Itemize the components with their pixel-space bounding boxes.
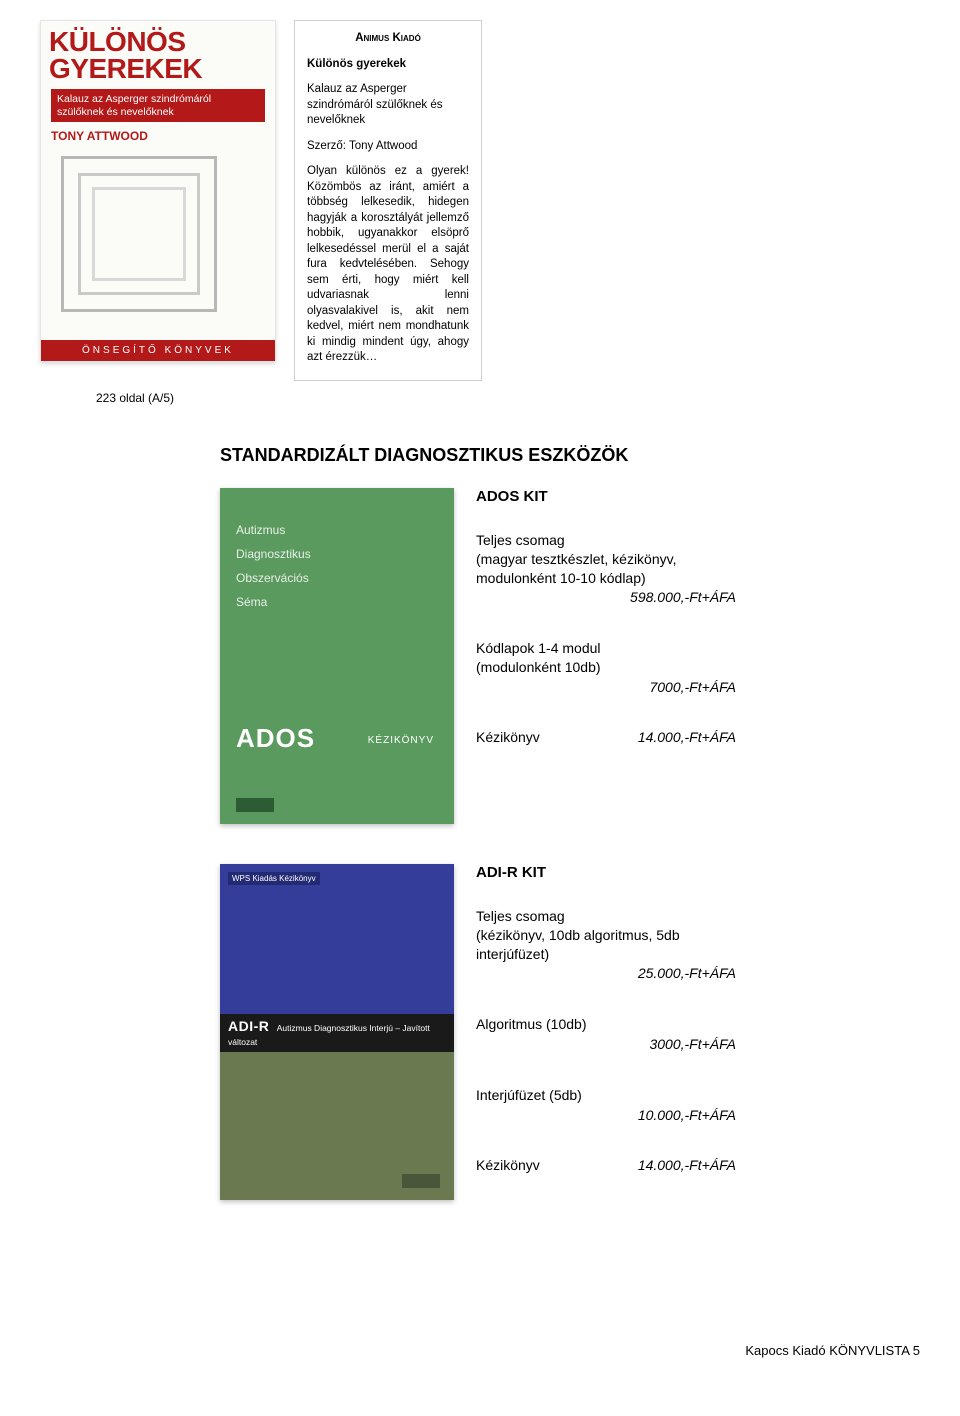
adir-cover-image: WPS Kiadás Kézikönyv ADI-R Autizmus Diag… — [220, 864, 454, 1200]
book-cover-image: KÜLÖNÖS GYEREKEK Kalauz az Asperger szin… — [40, 20, 276, 362]
book-author: Szerző: Tony Attwood — [307, 139, 469, 155]
page-count: 223 oldal (A/5) — [96, 391, 920, 405]
adir-details: ADI-R KIT Teljes csomag (kézikönyv, 10db… — [476, 864, 736, 1207]
section-title: STANDARDIZÁLT DIAGNOSZTIKUS ESZKÖZÖK — [220, 445, 920, 466]
ados-package: Teljes csomag (magyar tesztkészlet, kézi… — [476, 531, 736, 606]
adir-pkg-price: 25.000,-Ft+ÁFA — [476, 965, 736, 981]
adir-interview: Interjúfüzet (5db) 10.000,-Ft+ÁFA — [476, 1086, 736, 1123]
ados-word: Autizmus — [236, 518, 311, 542]
ados-pkg-detail: (magyar tesztkészlet, kézikönyv, modulon… — [476, 551, 676, 586]
cover-graphic — [61, 156, 217, 312]
cover-title: KÜLÖNÖS GYEREKEK — [49, 29, 267, 82]
adir-cover-title: ADI-R — [228, 1018, 269, 1034]
ados-word: Séma — [236, 590, 311, 614]
adir-intf-label: Interjúfüzet (5db) — [476, 1087, 582, 1103]
adir-package: Teljes csomag (kézikönyv, 10db algoritmu… — [476, 907, 736, 982]
ados-manual-price: 14.000,-Ft+ÁFA — [638, 729, 736, 745]
adir-cover-tag: WPS Kiadás Kézikönyv — [228, 872, 320, 885]
adir-intf-price: 10.000,-Ft+ÁFA — [476, 1107, 736, 1123]
page: KÜLÖNÖS GYEREKEK Kalauz az Asperger szin… — [20, 0, 940, 1376]
cover-footer: ÖNSEGÍTŐ KÖNYVEK — [41, 340, 275, 361]
ados-pkg-price: 598.000,-Ft+ÁFA — [476, 589, 736, 605]
ados-modules: Kódlapok 1-4 modul (modulonként 10db) 70… — [476, 639, 736, 695]
adir-alg-label: Algoritmus (10db) — [476, 1016, 587, 1032]
adir-manual: Kézikönyv 14.000,-Ft+ÁFA — [476, 1157, 736, 1173]
ados-title: ADOS KIT — [476, 488, 736, 505]
ados-mod-detail: (modulonként 10db) — [476, 659, 601, 675]
cover-subtitle: Kalauz az Asperger szindrómáról szülőkne… — [51, 89, 265, 122]
adir-alg-price: 3000,-Ft+ÁFA — [476, 1036, 736, 1052]
ados-cover-small: KÉZIKÖNYV — [368, 735, 434, 746]
ados-details: ADOS KIT Teljes csomag (magyar tesztkész… — [476, 488, 736, 779]
cover-author: TONY ATTWOOD — [51, 129, 148, 143]
ados-word: Diagnosztikus — [236, 542, 311, 566]
ados-cover-logo — [236, 798, 274, 812]
ados-mod-price: 7000,-Ft+ÁFA — [476, 679, 736, 695]
ados-pkg-label: Teljes csomag — [476, 532, 565, 548]
ados-cover-image: Autizmus Diagnosztikus Obszervációs Séma… — [220, 488, 454, 824]
ados-cover-big: ADOS — [236, 723, 315, 754]
ados-mod-label: Kódlapok 1-4 modul — [476, 640, 601, 656]
book-subtitle: Kalauz az Asperger szindrómáról szülőkne… — [307, 82, 469, 129]
adir-pkg-label: Teljes csomag — [476, 908, 565, 924]
adir-cover-logo — [402, 1174, 440, 1188]
adir-algorithm: Algoritmus (10db) 3000,-Ft+ÁFA — [476, 1015, 736, 1052]
product-row-adir: WPS Kiadás Kézikönyv ADI-R Autizmus Diag… — [220, 864, 920, 1207]
page-footer: Kapocs Kiadó KÖNYVLISTA 5 — [745, 1343, 920, 1358]
book-description: Olyan különös ez a gyerek! Közömbös az i… — [307, 164, 469, 366]
product-row-ados: Autizmus Diagnosztikus Obszervációs Séma… — [220, 488, 920, 824]
adir-cover-bar: ADI-R Autizmus Diagnosztikus Interjú – J… — [220, 1014, 454, 1052]
adir-title: ADI-R KIT — [476, 864, 736, 881]
adir-manual-price: 14.000,-Ft+ÁFA — [638, 1157, 736, 1173]
ados-cover-words: Autizmus Diagnosztikus Obszervációs Séma — [236, 518, 311, 614]
ados-manual: Kézikönyv 14.000,-Ft+ÁFA — [476, 729, 736, 745]
top-row: KÜLÖNÖS GYEREKEK Kalauz az Asperger szin… — [40, 20, 920, 381]
adir-pkg-detail: (kézikönyv, 10db algoritmus, 5db interjú… — [476, 927, 680, 962]
book-description-box: Animus Kiadó Különös gyerekek Kalauz az … — [294, 20, 482, 381]
adir-manual-label: Kézikönyv — [476, 1157, 540, 1173]
book-title: Különös gyerekek — [307, 57, 469, 73]
ados-word: Obszervációs — [236, 566, 311, 590]
ados-manual-label: Kézikönyv — [476, 729, 540, 745]
publisher: Animus Kiadó — [307, 31, 469, 47]
